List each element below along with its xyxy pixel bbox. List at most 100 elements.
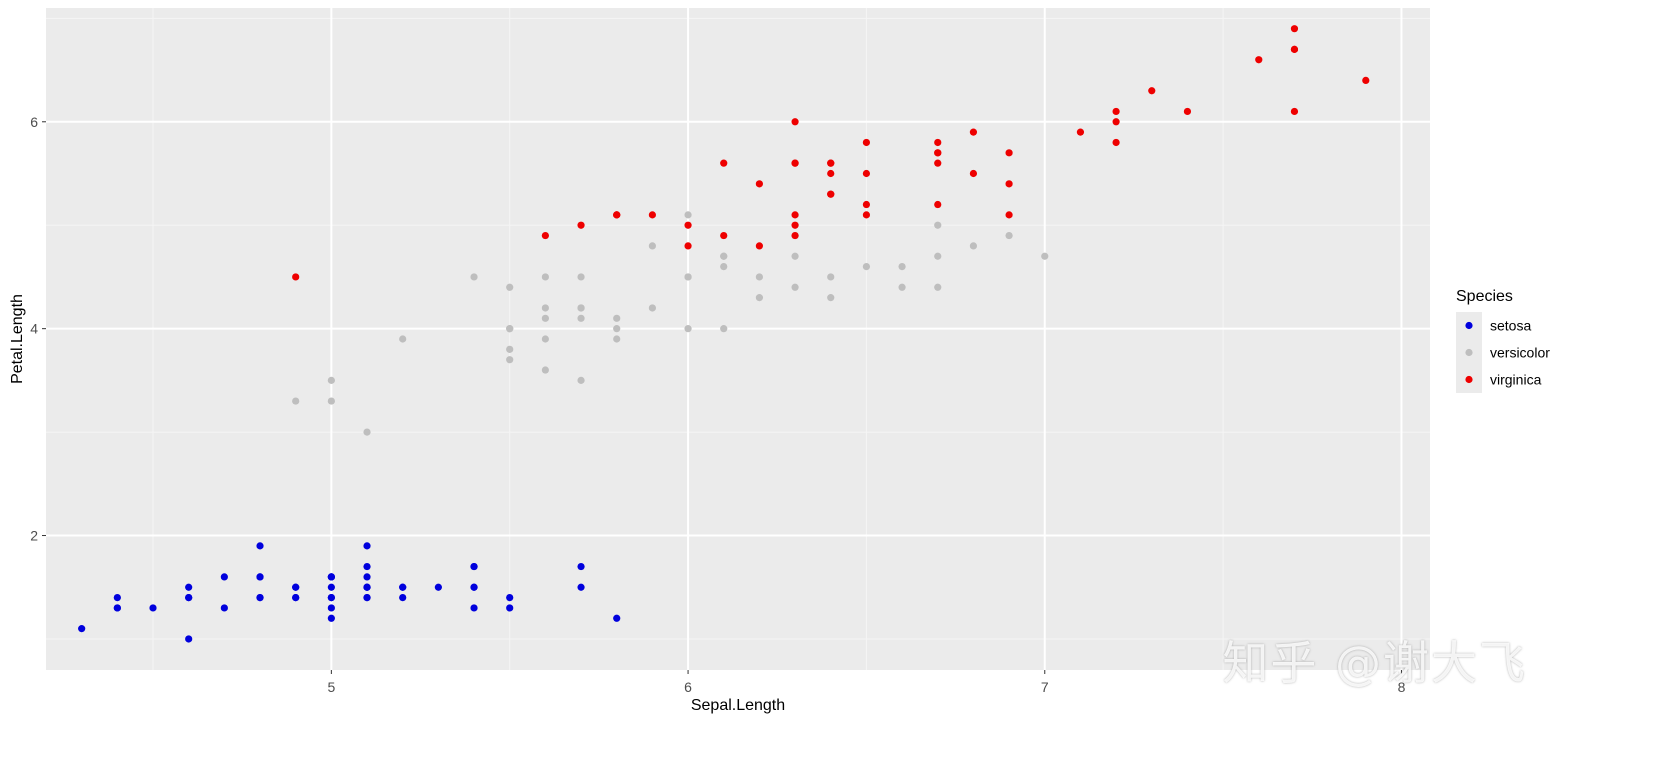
point-setosa (363, 573, 371, 581)
point-setosa (577, 583, 585, 591)
point-virginica (791, 221, 799, 229)
point-versicolor (755, 273, 764, 281)
point-versicolor (292, 397, 300, 405)
x-axis-ticks: 5 6 7 8 (327, 670, 1406, 695)
point-virginica (613, 211, 621, 219)
point-versicolor (684, 211, 692, 219)
point-virginica (969, 169, 978, 178)
point-virginica (862, 200, 871, 209)
point-virginica (827, 169, 835, 178)
point-versicolor (934, 221, 942, 229)
point-virginica (1005, 149, 1013, 157)
y-axis-ticks: 2 4 6 (30, 114, 46, 544)
point-virginica (791, 231, 799, 240)
point-virginica (827, 159, 835, 167)
point-versicolor (541, 366, 549, 374)
point-versicolor (541, 273, 549, 281)
point-versicolor (1041, 252, 1049, 260)
point-versicolor (720, 325, 728, 333)
point-virginica (1112, 138, 1120, 147)
point-setosa (256, 573, 264, 581)
point-virginica (1183, 107, 1192, 116)
point-virginica (934, 159, 942, 167)
point-versicolor (791, 252, 799, 260)
point-setosa (256, 542, 264, 550)
legend-title: Species (1456, 288, 1513, 305)
point-virginica (791, 118, 799, 126)
point-versicolor (934, 252, 942, 260)
point-virginica (1290, 107, 1299, 116)
point-setosa (113, 604, 121, 612)
point-versicolor (577, 376, 585, 384)
major-gridlines (46, 8, 1430, 670)
minor-gridlines (46, 8, 1430, 670)
point-virginica (1005, 180, 1013, 188)
point-versicolor (755, 294, 764, 302)
point-versicolor (684, 325, 692, 333)
point-versicolor (506, 356, 514, 364)
y-axis-title: Petal.Length (9, 294, 26, 384)
point-setosa (363, 542, 371, 550)
point-versicolor (541, 304, 549, 312)
y-tick-label: 4 (30, 321, 38, 337)
point-virginica (541, 231, 549, 240)
point-virginica (1005, 211, 1013, 219)
point-versicolor (1005, 231, 1013, 240)
x-tick-label: 8 (1398, 679, 1406, 695)
point-setosa (327, 604, 335, 612)
point-virginica (862, 211, 871, 219)
point-versicolor (720, 262, 728, 271)
point-versicolor (506, 283, 514, 291)
point-virginica (862, 169, 871, 178)
point-setosa (292, 583, 300, 591)
x-tick-label: 7 (1041, 679, 1049, 695)
point-versicolor (969, 242, 978, 250)
y-tick-label: 2 (30, 528, 38, 544)
point-setosa (220, 573, 228, 581)
point-setosa (185, 593, 193, 602)
point-virginica (934, 200, 942, 209)
point-versicolor (827, 294, 835, 302)
point-versicolor (470, 273, 478, 281)
point-versicolor (613, 335, 621, 343)
point-versicolor (577, 304, 585, 312)
point-setosa (327, 583, 335, 591)
point-virginica (1076, 128, 1085, 136)
point-setosa (399, 593, 407, 602)
point-virginica (1290, 45, 1299, 53)
point-virginica (577, 221, 585, 229)
point-versicolor (399, 335, 407, 343)
x-tick-label: 5 (327, 679, 335, 695)
point-virginica (1112, 118, 1120, 126)
point-versicolor (684, 273, 692, 281)
point-setosa (613, 614, 621, 622)
point-virginica (684, 242, 692, 250)
point-setosa (327, 573, 335, 581)
point-setosa (470, 562, 478, 571)
point-versicolor (648, 242, 656, 250)
y-tick-label: 6 (30, 114, 38, 130)
point-virginica (827, 190, 835, 198)
legend-label-virginica: virginica (1490, 372, 1542, 388)
point-virginica (791, 159, 799, 167)
point-virginica (755, 180, 764, 188)
point-setosa (363, 583, 371, 591)
watermark: 知乎 @谢大飞 (1222, 636, 1527, 690)
point-versicolor (934, 283, 942, 291)
point-setosa (327, 593, 335, 602)
point-versicolor (613, 325, 621, 333)
point-virginica (1290, 25, 1299, 33)
point-versicolor (541, 335, 549, 343)
point-setosa (185, 583, 193, 591)
point-virginica (1362, 76, 1370, 85)
point-setosa (470, 583, 478, 591)
point-setosa (363, 562, 371, 571)
data-points (78, 25, 1370, 643)
x-axis-title: Sepal.Length (691, 697, 785, 714)
point-setosa (256, 593, 264, 602)
point-virginica (1255, 56, 1263, 64)
point-versicolor (898, 262, 906, 271)
point-virginica (755, 242, 764, 250)
point-versicolor (363, 428, 371, 436)
